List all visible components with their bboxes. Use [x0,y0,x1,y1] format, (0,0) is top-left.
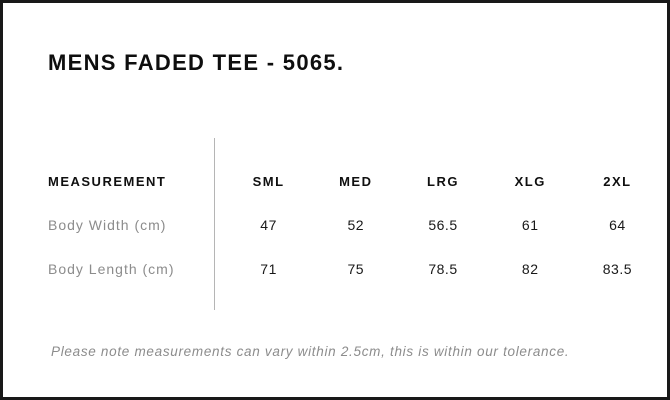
body-width-sml: 47 [260,217,277,233]
body-length-2xl: 83.5 [602,261,633,277]
row-label-body-width: Body Width (cm) [48,217,167,233]
body-width-lrg: 56.5 [428,217,458,233]
body-length-med: 75 [347,261,365,277]
body-length-lrg: 78.5 [428,261,458,277]
size-header-sml: SML [252,173,285,189]
table-vertical-divider [214,138,215,310]
measurement-column-header: MEASUREMENT [48,173,167,189]
body-width-2xl: 64 [609,217,626,233]
tolerance-note: Please note measurements can vary within… [51,344,570,359]
product-title: MENS FADED TEE - 5065. [48,50,345,75]
size-header-xlg: XLG [514,173,546,189]
body-length-xlg: 82 [521,261,539,277]
size-header-med: MED [339,173,373,189]
body-width-xlg: 61 [521,217,539,233]
size-header-2xl: 2XL [603,173,632,189]
row-label-body-length: Body Length (cm) [48,261,175,277]
size-table: MEASUREMENT SML MED LRG XLG 2XL Body Wid… [48,159,661,291]
size-header-lrg: LRG [427,173,459,189]
body-length-sml: 71 [260,261,277,277]
body-width-med: 52 [347,217,365,233]
